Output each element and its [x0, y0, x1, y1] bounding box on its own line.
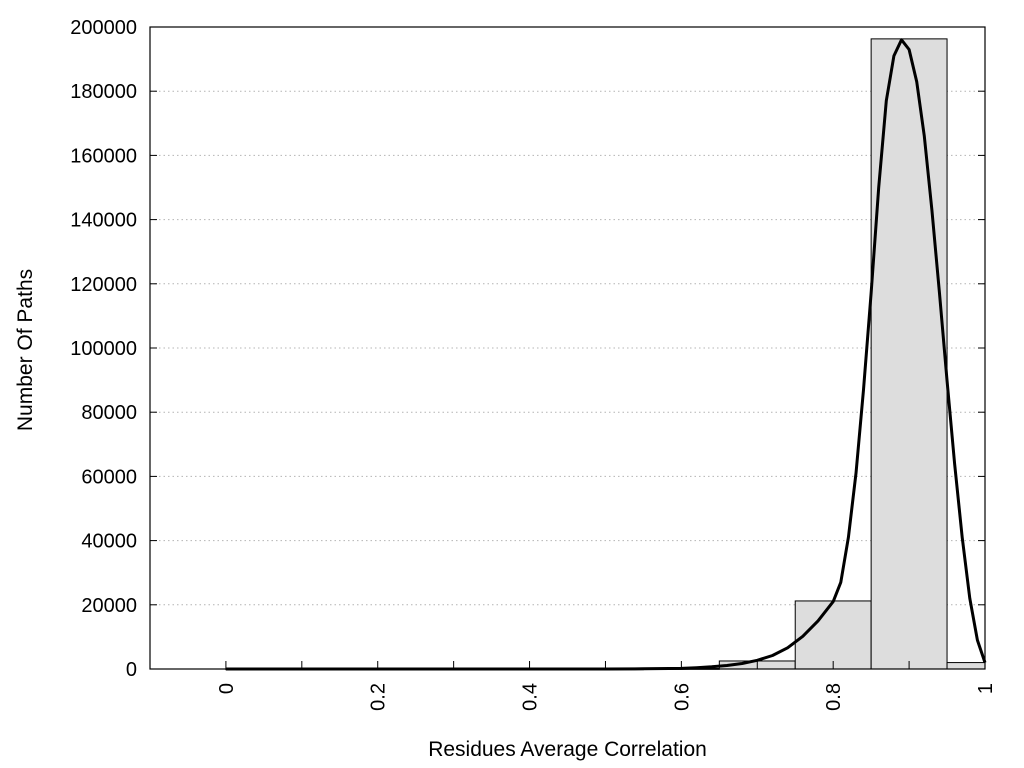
x-tick-label-4: 0.4 [520, 683, 542, 711]
y-tick-label-7: 140000 [70, 210, 137, 232]
y-tick-label-3: 60000 [81, 466, 137, 488]
y-tick-label-0: 0 [126, 659, 137, 681]
y-tick-label-1: 20000 [81, 595, 137, 617]
grid-lines [150, 90, 985, 606]
y-tick-label-6: 120000 [70, 274, 137, 296]
y-axis-ticks: 0 20000 40000 60000 80000 100000 120000 140000 1… [70, 17, 985, 681]
y-tick-label-2: 40000 [81, 531, 137, 553]
plot-area-frame [149, 26, 986, 670]
y-tick-label-5: 100000 [70, 338, 137, 360]
x-tick-label-2: 0.2 [368, 683, 390, 711]
x-tick-label-6: 0.6 [671, 683, 693, 711]
histogram-bar-8 [794, 600, 872, 670]
x-tick-label-10: 1 [975, 683, 997, 694]
x-axis-title: Residues Average Correlation [428, 738, 707, 761]
y-tick-label-4: 80000 [81, 402, 137, 424]
x-axis-ticks: 0 0.2 0.4 0.6 0.8 1 [216, 661, 997, 711]
x-tick-label-8: 0.8 [823, 683, 845, 711]
y-axis-title: Number Of Paths [14, 269, 37, 431]
y-tick-label-10: 200000 [70, 17, 137, 39]
y-tick-label-9: 180000 [70, 81, 137, 103]
histogram-bar-10 [946, 662, 986, 670]
histogram-bars [225, 38, 986, 671]
x-tick-label-0: 0 [216, 683, 238, 694]
y-tick-label-8: 160000 [70, 145, 137, 167]
